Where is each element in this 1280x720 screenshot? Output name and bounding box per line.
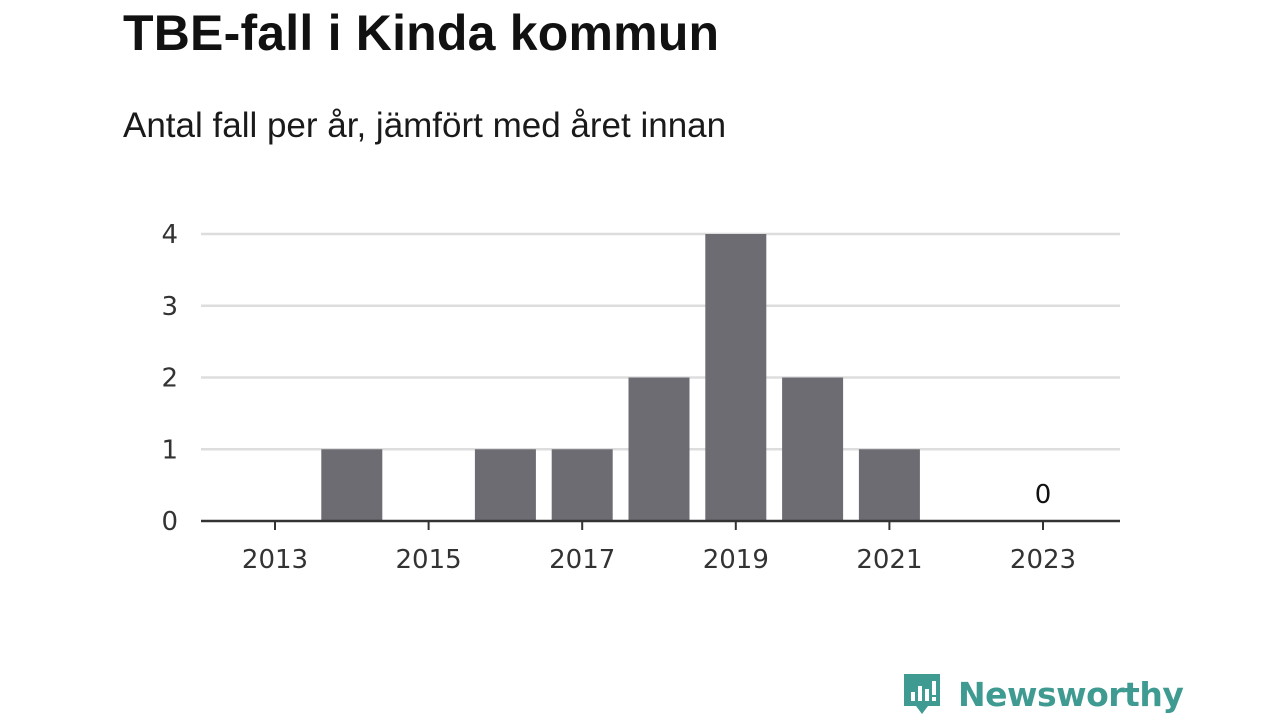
newsworthy-logo: Newsworthy (902, 669, 1184, 719)
bar-2016 (474, 449, 536, 521)
bar-2019 (705, 234, 767, 521)
chart-subtitle: Antal fall per år, jämfört med året inna… (123, 106, 727, 145)
y-tick-label: 0 (161, 507, 178, 537)
y-tick-label: 4 (161, 220, 178, 250)
x-tick-label: 2017 (549, 545, 615, 575)
chart-title: TBE-fall i Kinda kommun (123, 5, 720, 61)
bar-layer (321, 234, 920, 521)
y-tick-label: 3 (161, 292, 178, 322)
bar-2014 (321, 449, 383, 521)
x-tick-label: 2013 (242, 545, 308, 575)
bar-2018 (628, 377, 690, 521)
y-tick-label: 2 (161, 364, 178, 394)
x-tick-label: 2019 (703, 545, 769, 575)
x-tick-label: 2021 (856, 545, 922, 575)
data-label-2023: 0 (1035, 480, 1052, 510)
axis-layer (201, 519, 1120, 530)
y-tick-label: 1 (161, 435, 178, 465)
bar-2021 (858, 449, 920, 521)
x-tick-label: 2015 (396, 545, 462, 575)
label-layer: 0 1 2 3 4 2013 2015 2017 2019 2021 2023 0 (161, 220, 1076, 575)
bar-2017 (551, 449, 613, 521)
x-tick-label: 2023 (1010, 545, 1076, 575)
newsworthy-logo-icon (904, 674, 940, 714)
bar-2020 (782, 377, 844, 521)
brand-name: Newsworthy (958, 674, 1184, 714)
